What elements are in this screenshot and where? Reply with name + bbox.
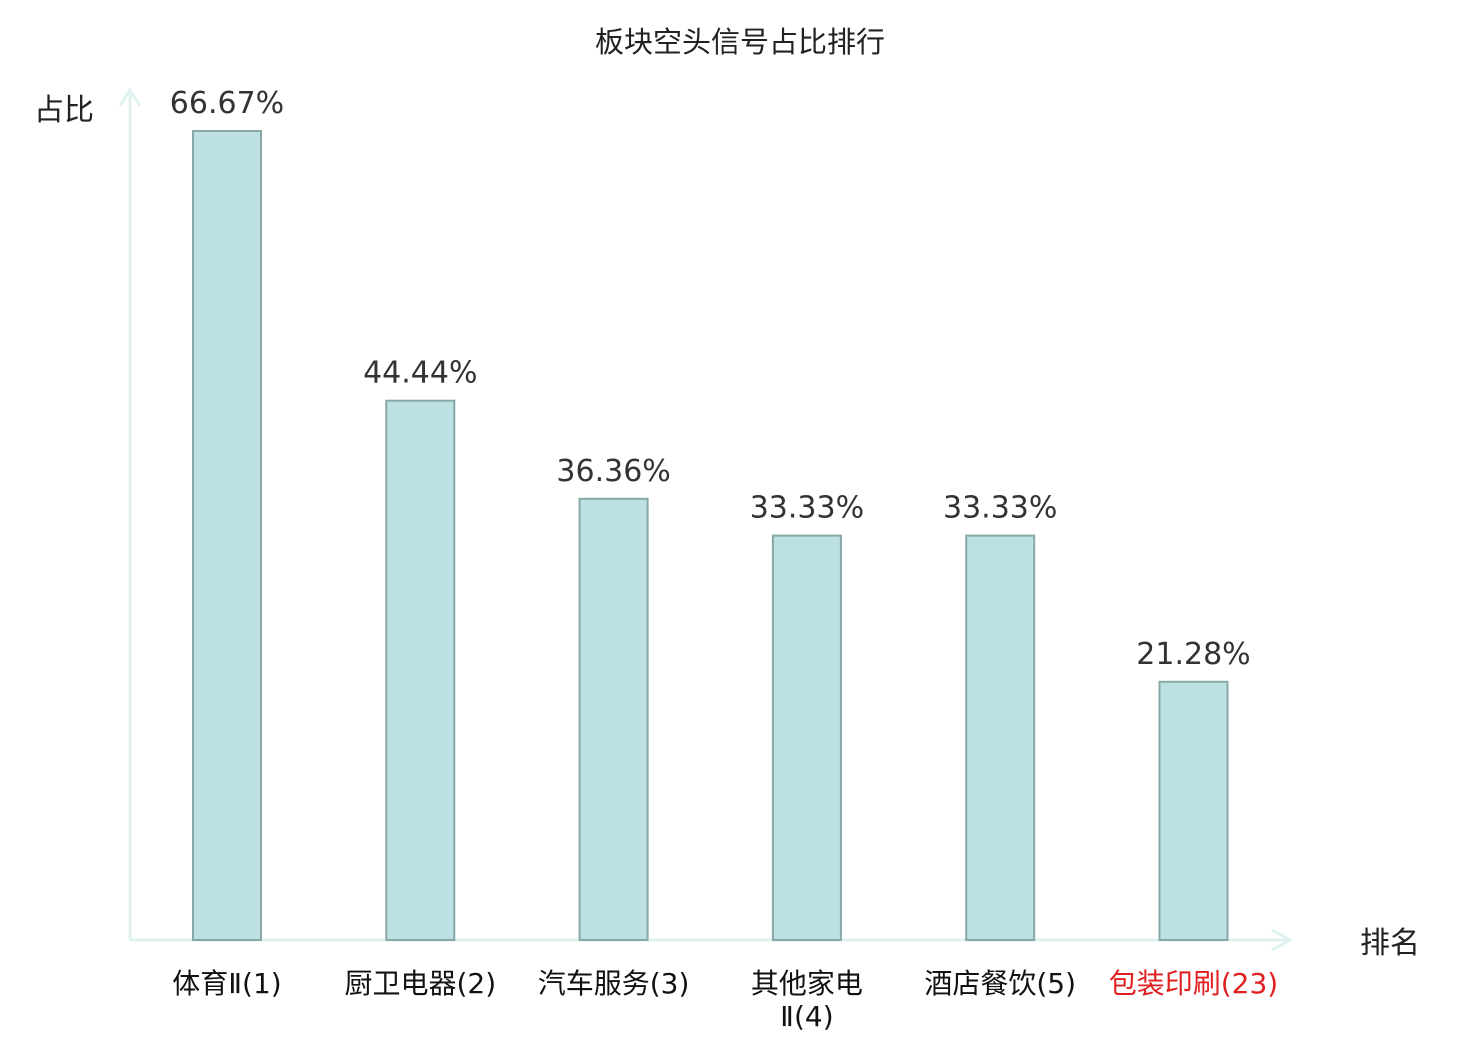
y-axis-label: 占比 — [34, 93, 94, 128]
category-label: 酒店餐饮(5) — [924, 967, 1076, 1000]
x-axis-label: 排名 — [1360, 926, 1420, 961]
x-axis-arrow — [1271, 928, 1294, 952]
chart-title: 板块空头信号占比排行 — [595, 25, 885, 59]
y-axis-arrow — [118, 87, 142, 107]
bar — [385, 399, 456, 941]
bar — [1158, 680, 1229, 941]
category-label: 厨卫电器(2) — [344, 967, 496, 1000]
value-labels-group: 66.67% 44.44% 36.36% 33.33% 33.33% 21.28% — [170, 86, 1251, 672]
bar-value-label: 44.44% — [363, 356, 477, 391]
category-label: 包装印刷(23) — [1109, 967, 1278, 1000]
category-label: 汽车服务(3) — [538, 967, 690, 1000]
bar — [578, 497, 649, 941]
bar-value-label: 21.28% — [1136, 637, 1250, 672]
category-label: 体育Ⅱ(1) — [172, 967, 281, 1000]
bar — [192, 130, 262, 941]
axes: 占比 排名 — [34, 87, 1420, 961]
bar-value-label: 36.36% — [556, 454, 670, 489]
category-label: 其他家电 — [751, 967, 863, 1000]
bar-value-label: 66.67% — [170, 86, 284, 121]
bar-value-label: 33.33% — [750, 491, 864, 526]
bar — [771, 534, 842, 941]
bars-group — [192, 130, 1229, 941]
bar-value-label: 33.33% — [943, 491, 1057, 526]
bar — [965, 534, 1036, 941]
category-label: Ⅱ(4) — [780, 1000, 833, 1033]
